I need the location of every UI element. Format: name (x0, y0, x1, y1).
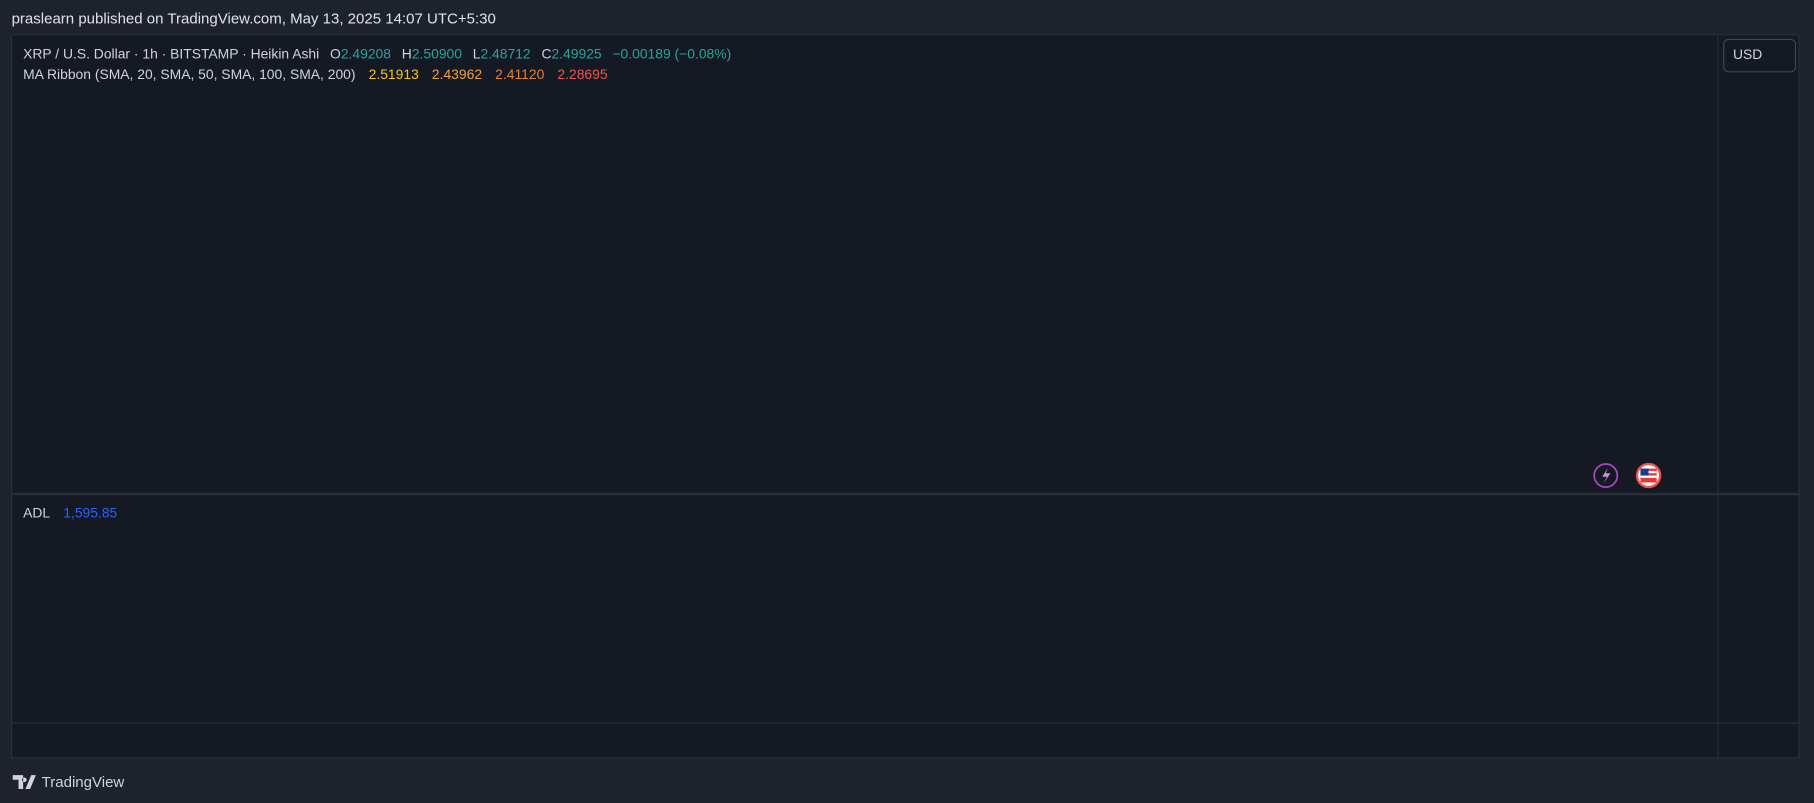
ma-value: 2.41120 (495, 66, 544, 82)
ohlc-label: C (541, 45, 551, 61)
ma-title: MA Ribbon (SMA, 20, SMA, 50, SMA, 100, S… (23, 66, 355, 82)
ma-value: 2.51913 (369, 66, 419, 82)
adl-legend: ADL 1,595.85 (23, 504, 117, 520)
ma-value: 2.28695 (557, 66, 607, 82)
currency-button[interactable] (1723, 38, 1797, 73)
ohlc-value: 2.49925 (551, 45, 601, 61)
ma-value: 2.43962 (432, 66, 482, 82)
ohlc-label: O (330, 45, 341, 61)
ohlc-value: 2.50900 (412, 45, 462, 61)
symbol-legend: XRP / U.S. Dollar · 1h · BITSTAMP · Heik… (23, 45, 731, 61)
price-change: −0.00189 (−0.08%) (612, 45, 731, 61)
event-icons (1593, 462, 1662, 489)
lightning-glyph (1602, 467, 1611, 484)
flag-stripe (1640, 475, 1657, 478)
symbol-title: XRP / U.S. Dollar · 1h · BITSTAMP · Heik… (23, 45, 319, 61)
ohlc-label: H (402, 45, 412, 61)
brand-name: TradingView (42, 774, 125, 791)
ma-legend: MA Ribbon (SMA, 20, SMA, 50, SMA, 100, S… (23, 66, 608, 82)
adl-title: ADL (23, 504, 50, 520)
adl-value: 1,595.85 (63, 504, 117, 520)
ohlc-label: L (473, 45, 481, 61)
footer: TradingView (12, 774, 125, 791)
flag-canton (1640, 468, 1649, 476)
brand-logo (12, 775, 36, 790)
currency-label[interactable]: USD (1733, 46, 1762, 62)
ohlc-value: 2.49208 (341, 45, 391, 61)
chart-frame (10, 34, 1800, 759)
publisher-line: praslearn published on TradingView.com, … (12, 11, 496, 28)
ohlc-value: 2.48712 (480, 45, 530, 61)
